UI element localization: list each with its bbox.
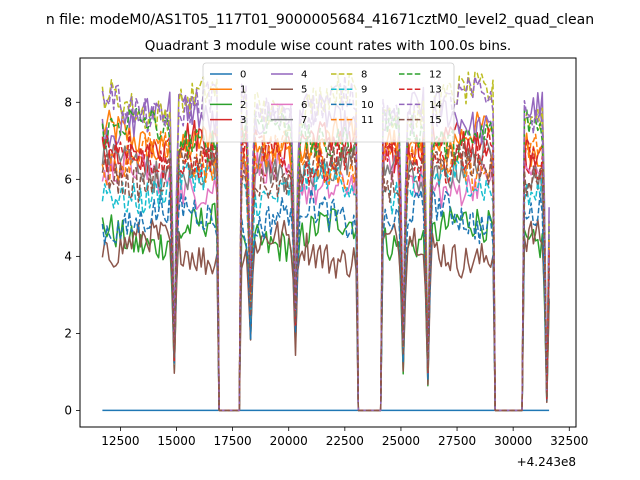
legend-label-10: 10 [361, 100, 374, 111]
y-tick-label: 8 [64, 95, 72, 109]
legend-label-2: 2 [240, 100, 246, 111]
legend-label-0: 0 [240, 70, 246, 81]
legend-label-9: 9 [361, 85, 367, 96]
x-axis: 12500 15000 17500 20000 22500 25000 27500 30000… [101, 427, 588, 448]
axes-frame [79, 57, 577, 428]
legend-label-15: 15 [429, 115, 442, 126]
x-tick-label: 17500 [214, 434, 252, 448]
series-layer [101, 71, 550, 412]
legend-label-4: 4 [301, 70, 307, 81]
y-tick-label: 0 [64, 403, 72, 417]
x-tick-label: 30000 [494, 434, 532, 448]
legend-label-14: 14 [429, 100, 442, 111]
legend-label-11: 11 [361, 115, 374, 126]
legend-label-13: 13 [429, 85, 442, 96]
legend-label-12: 12 [429, 70, 442, 81]
x-tick-label: 20000 [270, 434, 308, 448]
legend-label-3: 3 [240, 115, 246, 126]
figure-suptitle: n file: modeM0/AS1T05_117T01_9000005684_… [46, 12, 594, 28]
legend-label-1: 1 [240, 85, 246, 96]
y-tick-label: 4 [64, 249, 72, 263]
y-tick-label: 6 [64, 172, 72, 186]
x-tick-label: 25000 [382, 434, 420, 448]
legend-label-8: 8 [361, 70, 367, 81]
legend-label-7: 7 [301, 115, 307, 126]
legend-box [202, 62, 455, 143]
x-tick-label: 27500 [438, 434, 476, 448]
y-tick-label: 2 [64, 326, 72, 340]
legend-label-6: 6 [301, 100, 307, 111]
x-tick-label: 12500 [101, 434, 139, 448]
x-tick-label: 22500 [326, 434, 364, 448]
legend-label-5: 5 [301, 85, 307, 96]
x-tick-label: 15000 [157, 434, 195, 448]
chart-title: Quadrant 3 module wise count rates with … [145, 38, 511, 54]
x-tick-label: 32500 [550, 434, 588, 448]
y-axis: 0 2 4 6 8 [64, 95, 80, 417]
x-axis-offset-label: +4.243e8 [517, 455, 576, 469]
